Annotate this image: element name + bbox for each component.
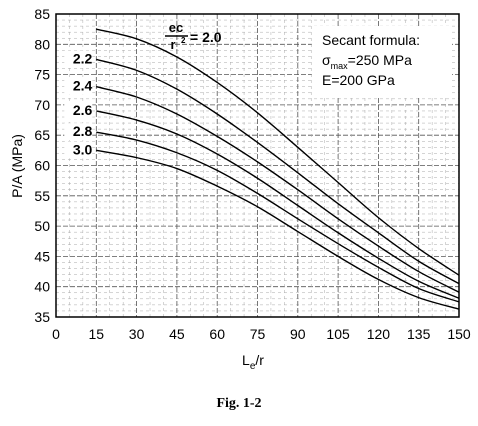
x-tick-label: 45 [169,326,185,342]
curve-label-bg [64,123,93,141]
curve-label-3.0: 3.0 [73,141,93,157]
svg-text:r: r [170,37,175,52]
x-tick-label: 60 [209,326,225,342]
y-tick-label: 35 [34,309,50,325]
annotation-line-1: Secant formula: [322,32,420,48]
secant-formula-chart: 0 15 30 45 60 75 90 105 120 135 150 35 40 45 50 55 60 65 7… [9,6,471,372]
curve-label-2.6: 2.6 [73,102,93,118]
annotation-line-2: σmax=250 MPa [322,52,412,71]
x-tick-label: 75 [250,326,266,342]
y-tick-label: 55 [34,188,50,204]
y-tick-label: 65 [34,127,50,143]
curve-label-bg [64,77,93,95]
chart-grid [56,14,459,317]
y-tick-label: 40 [34,279,50,295]
curve-label-bg [64,50,93,68]
y-tick-label: 80 [34,36,50,52]
y-axis-label: P/A (MPa) [9,134,25,198]
x-tick-label: 30 [129,326,145,342]
x-tick-label: 90 [290,326,306,342]
x-tick-label: 15 [89,326,105,342]
series-line-2.0 [96,28,460,276]
y-tick-label: 70 [34,97,50,113]
curve-label-2.2: 2.2 [73,50,93,66]
series-line-2.4 [96,86,460,293]
curve-label-2.8: 2.8 [73,123,93,139]
annotation-line-3: E=200 GPa [322,72,395,88]
curve-label-bg [64,101,93,119]
curve-labels: 2.2 2.4 2.6 2.8 3.0 [64,50,93,159]
series-line-2.8 [96,131,460,303]
svg-text:ec: ec [169,20,183,35]
plot-frame [55,13,460,318]
curve-label-bg [64,141,93,159]
y-tick-label: 50 [34,218,50,234]
x-tick-label: 120 [367,326,391,342]
svg-text:2: 2 [181,36,186,45]
x-tick-label: 0 [52,326,60,342]
y-tick-label: 60 [34,158,50,174]
curve-label-top: ec r 2 = 2.0 [165,20,222,52]
figure-caption: Fig. 1-2 [216,396,262,411]
formula-annotation: Secant formula: σmax=250 MPa E=200 GPa [312,26,452,96]
y-tick-label: 85 [34,6,50,22]
y-tick-label: 75 [34,67,50,83]
x-tick-label: 105 [326,326,350,342]
series-line-3.0 [96,149,460,310]
svg-text:= 2.0: = 2.0 [190,29,222,45]
curve-label-2.4: 2.4 [73,78,93,94]
x-tick-label: 150 [447,326,471,342]
chart-series [96,28,460,310]
x-axis-label: Le/r [242,352,264,372]
x-tick-label: 135 [407,326,431,342]
y-tick-label: 45 [34,248,50,264]
series-line-2.6 [96,110,460,299]
chart-tick-labels: 0 15 30 45 60 75 90 105 120 135 150 35 40 45 50 55 60 65 7… [34,6,470,342]
series-line-2.2 [96,58,460,285]
